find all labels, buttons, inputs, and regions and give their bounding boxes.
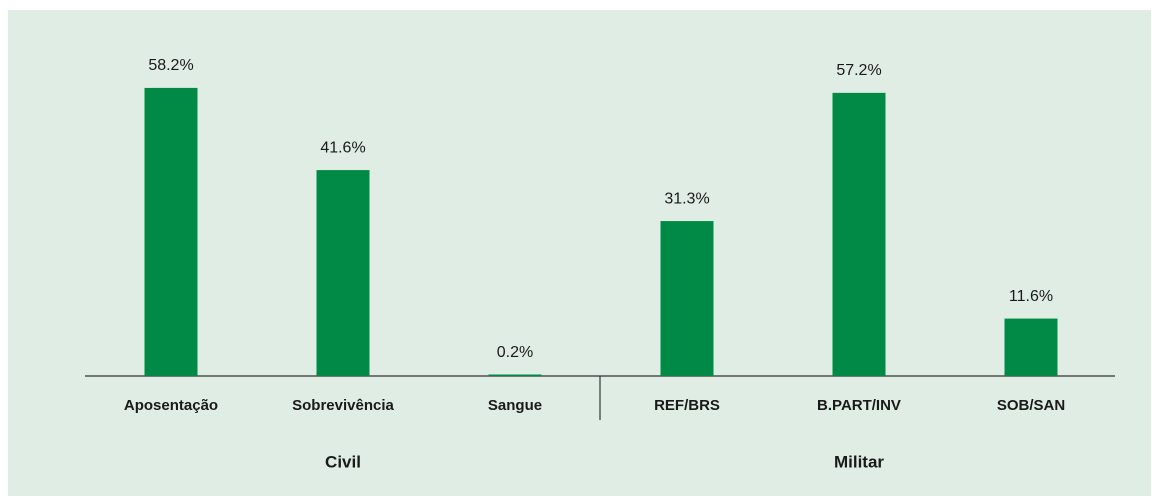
x-tick-label: REF/BRS <box>654 397 720 414</box>
x-tick-label: Sobrevivência <box>292 397 394 414</box>
x-tick-label: SOB/SAN <box>997 397 1065 414</box>
x-tick-label: B.PART/INV <box>817 397 901 414</box>
group-label: Civil <box>325 452 361 471</box>
bar <box>660 221 714 376</box>
bar <box>1004 318 1058 376</box>
value-label: 31.3% <box>664 190 709 207</box>
value-label: 58.2% <box>148 57 193 74</box>
value-label: 11.6% <box>1009 288 1053 305</box>
bar <box>144 87 198 376</box>
group-label: Militar <box>834 452 884 471</box>
value-label: 57.2% <box>836 62 881 79</box>
bar <box>316 170 370 376</box>
bar <box>488 374 542 376</box>
value-label: 0.2% <box>497 344 533 361</box>
x-tick-label: Aposentação <box>124 397 218 414</box>
bar <box>832 92 886 377</box>
chart-background <box>8 10 1151 496</box>
value-label: 41.6% <box>320 139 365 156</box>
x-tick-label: Sangue <box>488 397 542 414</box>
